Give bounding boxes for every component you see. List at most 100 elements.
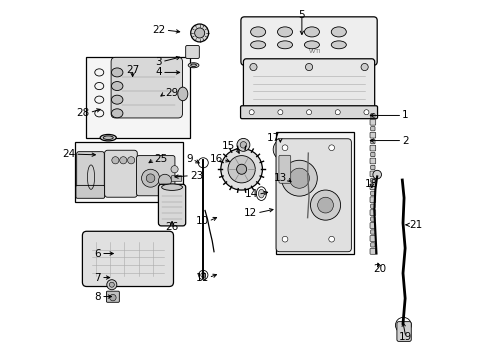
FancyBboxPatch shape [276, 139, 351, 252]
Circle shape [372, 170, 381, 179]
FancyBboxPatch shape [370, 217, 374, 221]
Text: 25: 25 [154, 154, 167, 164]
Text: 17: 17 [266, 133, 280, 143]
Ellipse shape [190, 64, 196, 67]
FancyBboxPatch shape [278, 155, 290, 183]
Ellipse shape [330, 41, 346, 49]
Text: 19: 19 [398, 332, 412, 342]
FancyBboxPatch shape [243, 59, 374, 111]
Circle shape [282, 236, 287, 242]
FancyBboxPatch shape [370, 165, 374, 170]
FancyBboxPatch shape [370, 152, 374, 157]
Circle shape [273, 139, 294, 160]
FancyBboxPatch shape [136, 156, 175, 196]
FancyBboxPatch shape [369, 132, 375, 138]
Circle shape [240, 141, 246, 148]
FancyBboxPatch shape [76, 185, 104, 198]
Ellipse shape [250, 27, 265, 37]
Text: 20: 20 [373, 264, 386, 274]
Circle shape [112, 157, 119, 164]
Circle shape [171, 166, 178, 173]
Text: 2: 2 [402, 136, 408, 145]
FancyBboxPatch shape [86, 57, 190, 138]
Text: 5: 5 [298, 10, 305, 20]
Text: 6: 6 [94, 248, 101, 258]
Circle shape [237, 138, 249, 151]
Text: 16: 16 [209, 154, 223, 164]
Text: 15: 15 [222, 141, 235, 151]
Text: 7: 7 [94, 273, 101, 283]
Text: 23: 23 [190, 171, 203, 181]
Text: 4: 4 [155, 67, 162, 77]
Ellipse shape [277, 27, 292, 37]
FancyBboxPatch shape [369, 197, 375, 203]
FancyBboxPatch shape [370, 127, 374, 131]
Ellipse shape [304, 27, 319, 37]
Circle shape [146, 174, 155, 183]
FancyBboxPatch shape [369, 235, 375, 241]
FancyBboxPatch shape [369, 158, 375, 164]
Text: 29: 29 [164, 88, 178, 98]
Text: 21: 21 [408, 220, 422, 230]
Text: 28: 28 [76, 108, 89, 118]
Text: 27: 27 [126, 64, 139, 75]
FancyBboxPatch shape [369, 248, 375, 254]
Ellipse shape [111, 68, 122, 77]
Text: VVTI: VVTI [309, 49, 321, 54]
Circle shape [201, 273, 205, 278]
FancyBboxPatch shape [369, 223, 375, 228]
FancyBboxPatch shape [369, 145, 375, 151]
Text: 3: 3 [155, 57, 162, 67]
Circle shape [194, 28, 204, 38]
Ellipse shape [178, 87, 187, 101]
Text: 13: 13 [273, 173, 286, 183]
FancyBboxPatch shape [106, 291, 119, 302]
Text: 24: 24 [62, 149, 75, 159]
FancyBboxPatch shape [240, 106, 377, 119]
Circle shape [363, 110, 368, 115]
FancyBboxPatch shape [77, 152, 104, 195]
Circle shape [249, 110, 254, 115]
FancyBboxPatch shape [369, 210, 375, 216]
Circle shape [328, 236, 334, 242]
Ellipse shape [111, 95, 122, 104]
Circle shape [277, 110, 282, 115]
Circle shape [190, 24, 208, 42]
Ellipse shape [304, 41, 319, 49]
Ellipse shape [162, 184, 182, 190]
Text: 11: 11 [195, 273, 208, 283]
Ellipse shape [111, 109, 122, 118]
Circle shape [278, 144, 289, 155]
Circle shape [306, 110, 311, 115]
Circle shape [227, 156, 255, 183]
Ellipse shape [250, 41, 265, 49]
Circle shape [236, 164, 246, 174]
FancyBboxPatch shape [82, 231, 173, 287]
Circle shape [317, 197, 333, 213]
FancyBboxPatch shape [370, 114, 374, 118]
FancyBboxPatch shape [104, 150, 137, 197]
FancyBboxPatch shape [185, 45, 199, 58]
FancyBboxPatch shape [158, 184, 185, 226]
FancyBboxPatch shape [369, 120, 375, 125]
FancyBboxPatch shape [370, 204, 374, 208]
Text: 18: 18 [365, 179, 378, 189]
FancyBboxPatch shape [241, 17, 376, 65]
Text: 1: 1 [402, 111, 408, 121]
FancyBboxPatch shape [276, 132, 353, 253]
Text: 8: 8 [94, 292, 101, 302]
Text: 14: 14 [244, 189, 258, 199]
Ellipse shape [330, 27, 346, 37]
Circle shape [281, 160, 317, 196]
Circle shape [289, 168, 309, 188]
FancyBboxPatch shape [171, 176, 182, 181]
Circle shape [221, 148, 262, 190]
Ellipse shape [188, 63, 199, 68]
Circle shape [127, 157, 135, 164]
FancyBboxPatch shape [369, 171, 375, 177]
Ellipse shape [103, 136, 113, 139]
FancyBboxPatch shape [370, 230, 374, 234]
Circle shape [305, 63, 312, 71]
Circle shape [142, 169, 159, 187]
FancyBboxPatch shape [396, 321, 410, 341]
